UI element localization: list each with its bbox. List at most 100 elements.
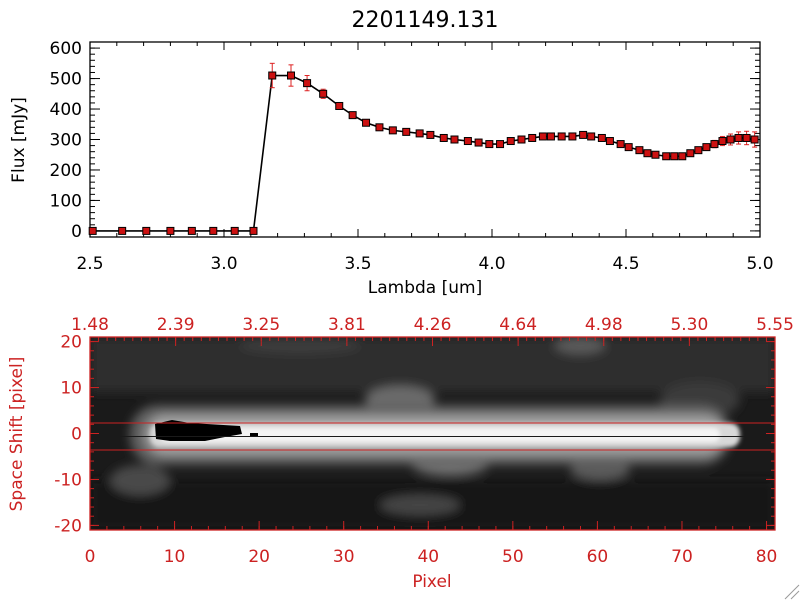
data-point xyxy=(362,118,371,127)
data-point xyxy=(557,132,566,141)
pixel-tick-label: 40 xyxy=(417,547,439,567)
data-point xyxy=(426,130,435,139)
y-axis-label: Flux [mJy] xyxy=(9,97,29,183)
pixel-tick-label: 0 xyxy=(85,547,96,567)
x-tick-label: 3.5 xyxy=(344,254,371,274)
y-tick-label: 600 xyxy=(50,39,82,59)
data-point xyxy=(624,143,633,152)
chart-title: 2201149.131 xyxy=(352,8,499,33)
data-point xyxy=(463,137,472,146)
wavelength-top-label: 2.39 xyxy=(157,315,195,335)
x-tick-label: 2.5 xyxy=(76,254,103,274)
data-point xyxy=(546,132,555,141)
data-point xyxy=(616,140,625,149)
data-point xyxy=(118,226,127,235)
data-point xyxy=(348,111,357,120)
x-tick-label: 4.5 xyxy=(612,254,639,274)
wavelength-top-label: 4.64 xyxy=(499,315,537,335)
spectrum-ticks xyxy=(89,42,761,237)
data-point xyxy=(605,137,614,146)
spectrum-plot-area xyxy=(88,62,759,235)
data-point xyxy=(718,137,727,146)
spatial-image xyxy=(90,337,775,530)
data-point xyxy=(474,138,483,147)
shift-tick-label: -10 xyxy=(54,470,82,490)
data-point xyxy=(506,137,515,146)
data-point xyxy=(166,226,175,235)
data-point xyxy=(209,226,218,235)
pixel-tick-labels: 0 10 20 30 40 50 60 70 80 xyxy=(85,547,778,567)
shift-tick-label: 20 xyxy=(60,333,82,353)
data-point xyxy=(710,140,719,149)
data-point xyxy=(587,132,596,141)
data-point xyxy=(88,226,97,235)
data-point xyxy=(734,133,743,142)
data-point xyxy=(402,127,411,136)
data-point xyxy=(187,226,196,235)
spectrum-y-tick-labels: 0 100 200 300 400 500 600 xyxy=(50,39,82,242)
data-point xyxy=(597,133,606,142)
data-point xyxy=(635,146,644,155)
x-tick-label: 3.0 xyxy=(210,254,237,274)
pixel-tick-label: 70 xyxy=(671,547,693,567)
data-point xyxy=(268,71,277,80)
data-point xyxy=(230,226,239,235)
data-point xyxy=(517,135,526,144)
resize-grip-icon[interactable] xyxy=(784,584,800,600)
y-tick-label: 300 xyxy=(50,131,82,151)
data-point xyxy=(742,133,751,142)
wavelength-top-labels: 1.48 2.39 3.25 3.81 4.26 4.64 4.98 5.30 5.55 xyxy=(71,315,794,335)
spatial-ticks xyxy=(89,337,776,530)
data-point xyxy=(450,135,459,144)
pixel-tick-label: 30 xyxy=(333,547,355,567)
data-point xyxy=(579,130,588,139)
shift-tick-label: 0 xyxy=(71,425,82,445)
data-point xyxy=(249,226,258,235)
data-point xyxy=(142,226,151,235)
saturated-region xyxy=(155,420,242,441)
data-point xyxy=(643,149,652,158)
spectrum-frame xyxy=(89,41,761,238)
data-point xyxy=(303,79,312,88)
data-point xyxy=(678,152,687,161)
data-point xyxy=(568,132,577,141)
data-point xyxy=(750,135,759,144)
wavelength-top-label: 5.55 xyxy=(756,315,794,335)
x-axis-label: Lambda [um] xyxy=(368,278,482,298)
x-tick-label: 4.0 xyxy=(478,254,505,274)
data-point xyxy=(538,132,547,141)
data-point xyxy=(702,143,711,152)
data-point xyxy=(287,71,295,80)
data-point xyxy=(651,150,660,159)
wavelength-top-label: 4.26 xyxy=(414,315,452,335)
y-tick-label: 100 xyxy=(50,191,82,211)
data-point xyxy=(388,126,397,135)
data-point xyxy=(375,123,384,132)
pixel-axis-label: Pixel xyxy=(412,572,451,592)
data-point xyxy=(686,149,695,158)
data-point xyxy=(335,101,344,110)
data-point xyxy=(528,133,537,142)
y-tick-label: 500 xyxy=(50,70,82,90)
data-point xyxy=(415,129,424,138)
wavelength-top-label: 1.48 xyxy=(71,315,109,335)
y-tick-label: 0 xyxy=(71,222,82,242)
shift-tick-label: 10 xyxy=(60,379,82,399)
data-point xyxy=(496,140,505,149)
wavelength-top-label: 3.81 xyxy=(328,315,366,335)
data-point xyxy=(726,135,735,144)
spectrum-x-tick-labels: 2.5 3.0 3.5 4.0 4.5 5.0 xyxy=(76,254,773,274)
space-shift-axis-label: Space Shift [pixel] xyxy=(7,357,27,512)
pixel-tick-label: 20 xyxy=(248,547,270,567)
shift-tick-labels: 20 10 0 -10 -20 xyxy=(54,333,82,537)
pixel-tick-label: 50 xyxy=(502,547,524,567)
wavelength-top-label: 4.98 xyxy=(585,315,623,335)
shift-tick-label: -20 xyxy=(54,516,82,536)
data-point xyxy=(670,152,679,161)
data-point xyxy=(694,146,703,155)
data-point xyxy=(439,133,448,142)
data-point xyxy=(485,140,494,149)
pixel-tick-label: 80 xyxy=(756,547,778,567)
spatial-panel: 1.48 2.39 3.25 3.81 4.26 4.64 4.98 5.30 5.55 0 10… xyxy=(7,315,794,592)
